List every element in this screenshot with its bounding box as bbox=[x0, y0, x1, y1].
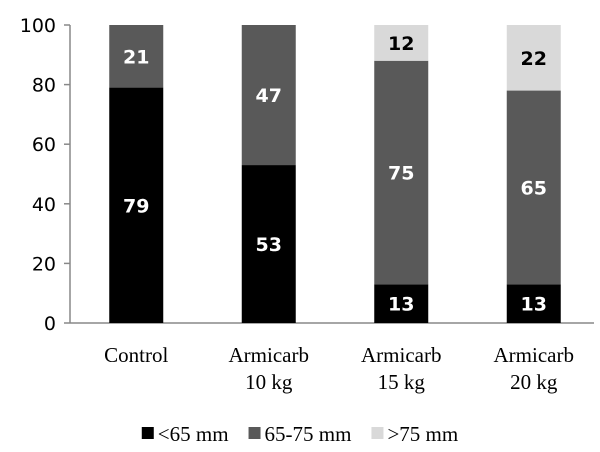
category-label: 15 kg bbox=[378, 370, 426, 394]
legend-swatch bbox=[248, 427, 261, 439]
bar-segment bbox=[241, 25, 296, 166]
bar-segment bbox=[109, 87, 164, 323]
bar-segment bbox=[374, 284, 429, 323]
legend-label: <65 mm bbox=[158, 422, 229, 446]
data-label: 22 bbox=[521, 48, 547, 70]
y-tick-label: 20 bbox=[32, 253, 56, 275]
data-label: 13 bbox=[521, 294, 547, 316]
category-label: Armicarb bbox=[494, 343, 574, 367]
y-tick-label: 80 bbox=[32, 75, 56, 97]
category-labels: Control Armicarb 10 kg Armicarb 15 kg Armicar… bbox=[104, 343, 574, 394]
category-label: Armicarb bbox=[361, 343, 441, 367]
bar-segment bbox=[374, 25, 429, 61]
data-label: 65 bbox=[521, 177, 547, 199]
y-tick-label: 40 bbox=[32, 194, 56, 216]
bar-segments bbox=[109, 25, 561, 323]
bar-segment bbox=[241, 165, 296, 323]
legend-swatch bbox=[141, 427, 154, 439]
bar-segment bbox=[109, 25, 164, 88]
y-axis-tick-labels: 0 20 40 60 80 100 bbox=[20, 15, 56, 335]
data-label: 13 bbox=[388, 294, 414, 316]
bar-segment bbox=[374, 60, 429, 285]
legend-label: 65-75 mm bbox=[265, 422, 352, 446]
category-label: 10 kg bbox=[245, 370, 293, 394]
y-axis-tick-marks bbox=[64, 24, 70, 324]
bar-segment bbox=[506, 25, 561, 91]
legend: <65 mm 65-75 mm >75 mm bbox=[141, 422, 458, 446]
category-label: Armicarb bbox=[229, 343, 309, 367]
data-labels: 79 21 53 47 13 75 12 13 65 22 bbox=[123, 33, 547, 316]
data-label: 79 bbox=[123, 195, 149, 217]
bar-segment bbox=[506, 284, 561, 323]
category-label: 20 kg bbox=[510, 370, 558, 394]
y-tick-label: 60 bbox=[32, 134, 56, 156]
data-label: 47 bbox=[256, 85, 282, 107]
category-label: Control bbox=[104, 343, 168, 367]
data-label: 53 bbox=[256, 234, 282, 256]
data-label: 12 bbox=[388, 33, 414, 55]
legend-swatch bbox=[371, 427, 384, 439]
legend-label: >75 mm bbox=[387, 422, 458, 446]
y-tick-label: 0 bbox=[44, 313, 56, 335]
data-label: 21 bbox=[123, 46, 149, 68]
bar-segment bbox=[506, 90, 561, 285]
y-tick-label: 100 bbox=[20, 15, 56, 37]
data-label: 75 bbox=[388, 163, 414, 185]
